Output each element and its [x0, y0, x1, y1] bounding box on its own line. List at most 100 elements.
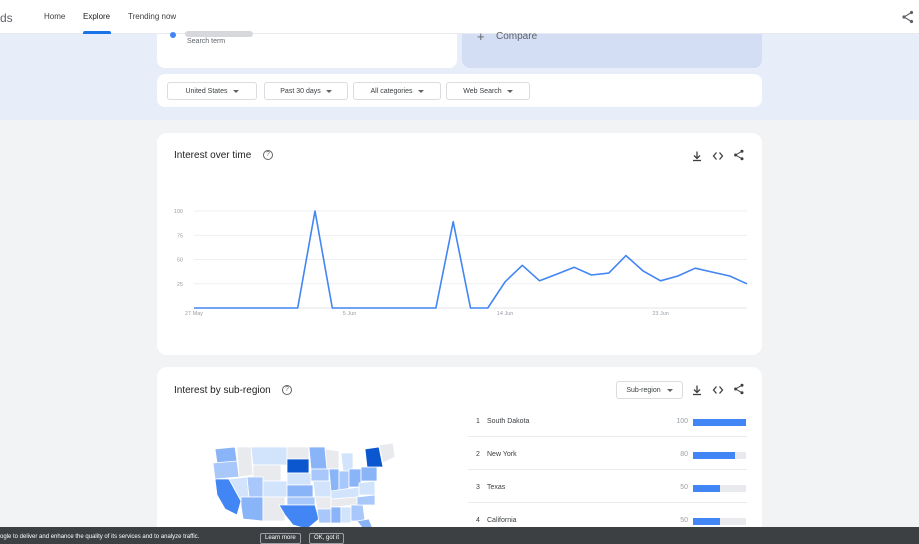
chevron-down-icon: [417, 89, 424, 93]
list-item[interactable]: 2 New York 80: [468, 437, 747, 470]
region-value: 50: [680, 517, 688, 524]
map-region-north-dakota: [286, 446, 310, 460]
plus-icon: +: [477, 29, 485, 44]
embed-icon[interactable]: [712, 150, 724, 162]
y-tick-label: 100: [174, 209, 183, 215]
x-tick-label: 23 Jun: [652, 311, 669, 317]
us-map[interactable]: [207, 439, 397, 529]
map-region-oregon: [212, 460, 240, 480]
map-region-iowa: [310, 468, 330, 482]
x-tick-label: 5 Jun: [343, 311, 356, 317]
interest-by-subregion-title: Interest by sub-region: [174, 385, 271, 396]
map-region-pennsylvania: [360, 466, 378, 482]
embed-icon[interactable]: [712, 384, 724, 396]
map-region-louisiana: [316, 508, 332, 524]
map-region-georgia: [350, 504, 366, 522]
x-tick-label: 14 Jun: [497, 311, 514, 317]
value-bar-fill: [693, 485, 720, 492]
map-region-oklahoma: [286, 496, 316, 506]
interest-over-time-card: Interest over time ? 25 50 75 100 27 May 5 Ju…: [157, 133, 762, 355]
resolution-select[interactable]: Sub-region: [616, 381, 683, 399]
rank-number: 2: [476, 451, 480, 458]
term-color-dot: [170, 32, 176, 38]
download-icon[interactable]: [691, 384, 703, 396]
map-region-alabama: [340, 506, 352, 524]
map-region-south-dakota: [286, 458, 310, 474]
nav-active-indicator: [83, 31, 111, 34]
region-filter[interactable]: United States: [167, 82, 257, 100]
map-region-new-york: [364, 446, 384, 468]
help-icon[interactable]: ?: [263, 150, 273, 160]
help-icon[interactable]: ?: [282, 385, 292, 395]
learn-more-button[interactable]: Learn more: [260, 533, 301, 544]
rank-number: 1: [476, 418, 480, 425]
nav-trending-now[interactable]: Trending now: [128, 12, 177, 21]
value-bar-track: [693, 518, 746, 525]
search-type-filter[interactable]: Web Search: [446, 82, 530, 100]
region-value: 100: [676, 418, 688, 425]
y-tick-label: 25: [177, 282, 183, 288]
map-region-carolinas: [356, 494, 376, 506]
map-region-idaho: [236, 446, 254, 478]
region-value: 50: [680, 484, 688, 491]
series-line[interactable]: [194, 210, 748, 309]
category-filter[interactable]: All categories: [353, 82, 441, 100]
search-term-card[interactable]: Search term: [157, 31, 457, 68]
chevron-down-icon: [325, 89, 332, 93]
rank-number: 4: [476, 517, 480, 524]
share-icon[interactable]: [733, 383, 745, 395]
map-region-illinois: [328, 468, 340, 492]
x-tick-label: 27 May: [185, 311, 203, 317]
ok-got-it-button[interactable]: OK, got it: [309, 533, 345, 544]
nav-explore[interactable]: Explore: [83, 12, 111, 21]
list-item[interactable]: 1 South Dakota 100: [468, 404, 747, 437]
category-filter-label: All categories: [370, 87, 413, 95]
time-filter[interactable]: Past 30 days: [264, 82, 348, 100]
chevron-down-icon: [232, 89, 239, 93]
brand-logo[interactable]: ds: [0, 11, 13, 25]
map-region-minnesota: [308, 446, 328, 470]
search-term-sublabel: Search term: [187, 38, 226, 45]
value-bar-fill: [693, 419, 746, 426]
rank-number: 3: [476, 484, 480, 491]
map-region-utah: [246, 476, 264, 498]
map-region-colorado: [262, 480, 288, 498]
map-region-nebraska: [286, 472, 312, 486]
map-region-mississippi: [330, 506, 342, 524]
value-bar-track: [693, 419, 746, 426]
value-bar-fill: [693, 452, 736, 459]
search-type-filter-label: Web Search: [463, 87, 502, 95]
compare-label: Compare: [496, 31, 538, 42]
region-filter-label: United States: [185, 87, 228, 95]
share-icon[interactable]: [901, 10, 915, 24]
share-icon[interactable]: [733, 149, 745, 161]
y-tick-label: 75: [177, 233, 183, 239]
chevron-down-icon: [506, 89, 513, 93]
map-region-michigan: [340, 452, 354, 472]
compare-card[interactable]: + Compare: [462, 29, 762, 68]
map-region-texas: [278, 504, 320, 529]
value-bar-track: [693, 485, 746, 492]
map-region-new-mexico: [262, 496, 286, 522]
region-name: New York: [487, 451, 517, 458]
region-name: South Dakota: [487, 418, 530, 425]
cookie-text: ogle to deliver and enhance the quality …: [0, 534, 200, 540]
interest-by-subregion-card: Interest by sub-region ? Sub-region: [157, 367, 762, 542]
nav-home[interactable]: Home: [44, 12, 66, 21]
filter-bar: United States Past 30 days All categorie…: [157, 74, 762, 107]
search-term-value[interactable]: [185, 31, 253, 37]
map-region-arkansas: [314, 496, 332, 510]
list-item[interactable]: 4 California 50: [468, 503, 747, 536]
cookie-banner: ogle to deliver and enhance the quality …: [0, 527, 919, 544]
list-item[interactable]: 3 Texas 50: [468, 470, 747, 503]
map-region-indiana: [338, 470, 350, 492]
region-name: Texas: [487, 484, 506, 491]
chevron-down-icon: [666, 388, 673, 392]
download-icon[interactable]: [691, 150, 703, 162]
y-tick-label: 50: [177, 258, 183, 264]
top-bar: ds Home Explore Trending now: [0, 0, 919, 34]
map-region-virginia: [358, 480, 376, 496]
value-bar-fill: [693, 518, 720, 525]
map-region-new-england: [378, 442, 396, 464]
interest-over-time-chart: 25 50 75 100 27 May 5 Jun 14 Jun 23 Jun: [174, 209, 748, 317]
